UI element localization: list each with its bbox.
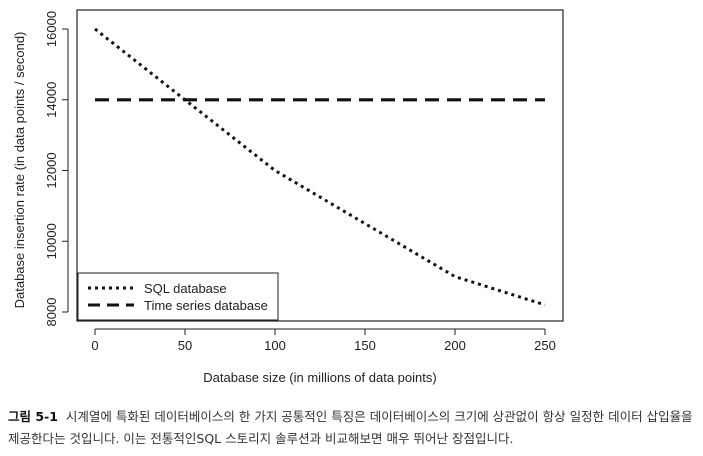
y-tick-label: 8000 [44, 298, 59, 327]
x-tick-label: 150 [354, 338, 376, 353]
y-tick-label: 16000 [44, 11, 59, 47]
series-layer [94, 27, 546, 307]
legend: SQL database Time series database [77, 272, 279, 321]
y-tick-label: 12000 [44, 152, 59, 188]
x-tick-label: 50 [178, 338, 192, 353]
y-axis-title: Database insertion rate (in data points … [12, 32, 27, 309]
legend-label: Time series database [144, 298, 268, 313]
x-tick-label: 100 [264, 338, 286, 353]
x-axis-title: Database size (in millions of data point… [203, 370, 436, 385]
x-axis: 0 50 100 150 200 250 [91, 328, 556, 353]
x-tick-label: 250 [534, 338, 556, 353]
series-sql-line [94, 27, 546, 307]
x-tick-label: 200 [444, 338, 466, 353]
caption-label: 그림 5-1 [8, 409, 58, 424]
plot-frame [76, 9, 564, 322]
x-tick-label: 0 [91, 338, 98, 353]
y-tick-label: 14000 [44, 82, 59, 118]
figure-caption: 그림 5-1 시계열에 특화된 데이터베이스의 한 가지 공통적인 특징은 데이… [8, 406, 698, 450]
legend-box [77, 272, 279, 321]
caption-text: 시계열에 특화된 데이터베이스의 한 가지 공통적인 특징은 데이터베이스의 크… [8, 409, 693, 446]
y-axis: 8000 10000 12000 14000 16000 [44, 11, 69, 327]
chart-figure: 8000 10000 12000 14000 16000 0 50 100 150 200 250… [12, 9, 564, 385]
y-tick-label: 10000 [44, 223, 59, 259]
legend-label: SQL database [144, 281, 227, 296]
chart-svg: 8000 10000 12000 14000 16000 0 50 100 150 200 250… [12, 9, 564, 385]
